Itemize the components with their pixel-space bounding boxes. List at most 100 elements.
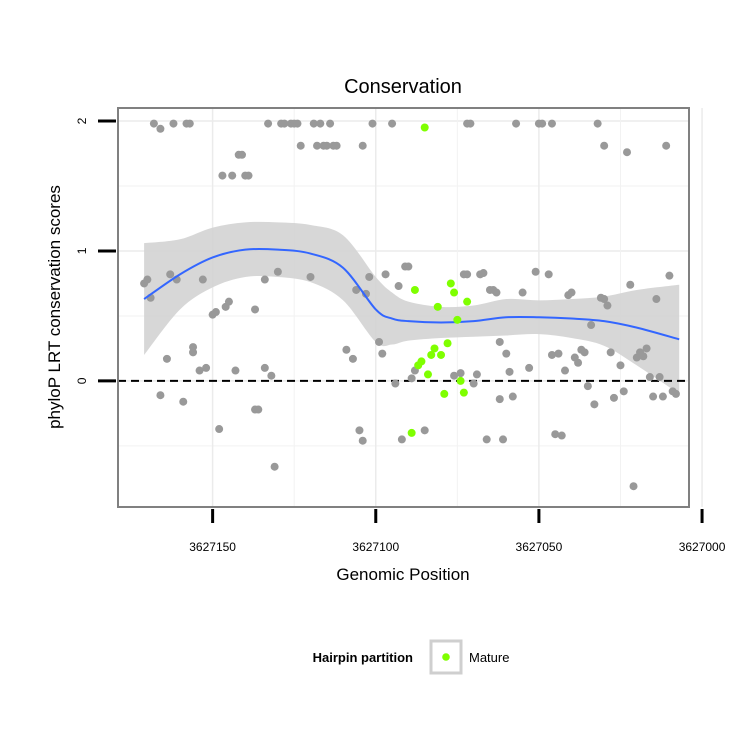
point-other-56 — [352, 285, 361, 294]
point-other-6 — [162, 354, 171, 363]
point-other-125 — [619, 387, 628, 396]
legend: Hairpin partition Mature — [313, 639, 509, 675]
scatter-points-mature — [407, 123, 472, 437]
point-other-8 — [169, 119, 178, 128]
point-other-53 — [332, 141, 341, 150]
point-other-61 — [365, 272, 374, 281]
point-other-33 — [260, 275, 269, 284]
point-other-81 — [469, 379, 478, 388]
point-other-67 — [391, 379, 400, 388]
point-mature-6 — [427, 350, 436, 359]
point-other-57 — [355, 426, 364, 435]
point-other-132 — [642, 344, 651, 353]
scatter-points-other — [140, 119, 680, 491]
point-other-102 — [547, 119, 556, 128]
confidence-band-area — [144, 221, 680, 394]
x-axis-title: Genomic Position — [336, 565, 469, 584]
point-other-124 — [616, 361, 625, 370]
point-other-123 — [609, 393, 618, 402]
point-other-76 — [456, 369, 465, 378]
point-mature-4 — [420, 123, 429, 132]
point-other-66 — [388, 119, 397, 128]
point-other-126 — [623, 148, 632, 157]
point-other-54 — [342, 345, 351, 354]
point-other-119 — [600, 295, 609, 304]
point-mature-13 — [450, 288, 459, 297]
legend-label-mature: Mature — [469, 650, 509, 665]
y-axis-title: phyloP LRT conservation scores — [45, 185, 64, 429]
point-other-95 — [512, 119, 521, 128]
point-other-32 — [254, 405, 263, 414]
point-mature-12 — [446, 279, 455, 288]
x-tick-label-2: 3627050 — [516, 540, 563, 554]
point-other-44 — [296, 141, 305, 150]
point-other-94 — [508, 392, 517, 401]
point-other-14 — [189, 343, 198, 352]
point-other-48 — [316, 119, 325, 128]
point-other-15 — [195, 366, 204, 375]
point-other-72 — [407, 374, 416, 383]
y-tick-label-0: 0 — [75, 377, 89, 384]
point-mature-17 — [463, 297, 472, 306]
point-other-122 — [606, 348, 615, 357]
x-tick-label-3: 3627000 — [679, 540, 726, 554]
point-mature-8 — [433, 302, 442, 311]
point-other-84 — [479, 269, 488, 278]
point-other-116 — [590, 400, 599, 409]
point-other-55 — [348, 354, 357, 363]
point-other-106 — [557, 431, 566, 440]
point-other-138 — [662, 141, 671, 150]
point-other-4 — [156, 124, 165, 133]
point-other-63 — [375, 337, 384, 346]
point-other-20 — [215, 425, 224, 434]
point-other-91 — [499, 435, 508, 444]
point-other-5 — [156, 391, 165, 400]
point-other-69 — [397, 435, 406, 444]
plot-border — [117, 107, 690, 508]
point-other-131 — [639, 352, 648, 361]
point-other-58 — [358, 436, 367, 445]
legend-title: Hairpin partition — [313, 650, 413, 665]
point-mature-9 — [437, 350, 446, 359]
point-mature-3 — [417, 357, 426, 366]
point-other-128 — [629, 482, 638, 491]
point-mature-11 — [443, 339, 452, 348]
point-other-89 — [495, 337, 504, 346]
point-other-10 — [179, 397, 188, 406]
point-other-117 — [593, 119, 602, 128]
point-other-139 — [665, 271, 674, 280]
x-tick-label-1: 3627100 — [352, 540, 399, 554]
point-other-127 — [626, 280, 635, 289]
point-other-1 — [143, 275, 152, 284]
point-other-36 — [267, 371, 276, 380]
point-other-45 — [306, 272, 315, 281]
point-other-37 — [270, 462, 279, 471]
point-other-113 — [580, 348, 589, 357]
point-other-34 — [260, 363, 269, 372]
point-other-51 — [326, 119, 335, 128]
point-other-114 — [583, 382, 592, 391]
point-other-133 — [645, 373, 654, 382]
point-mature-16 — [459, 388, 468, 397]
point-other-47 — [313, 141, 322, 150]
point-other-7 — [166, 270, 175, 279]
point-other-64 — [378, 349, 387, 358]
point-other-16 — [198, 275, 207, 284]
smooth-fit-line — [143, 247, 680, 341]
point-mature-0 — [407, 428, 416, 437]
point-other-3 — [149, 119, 158, 128]
point-other-65 — [381, 270, 390, 279]
x-tick-label-0: 3627150 — [189, 540, 236, 554]
point-other-29 — [244, 171, 253, 180]
point-other-115 — [587, 321, 596, 330]
point-other-68 — [394, 282, 403, 291]
point-other-59 — [358, 141, 367, 150]
point-other-25 — [231, 366, 240, 375]
point-other-12 — [185, 119, 194, 128]
point-other-23 — [224, 297, 233, 306]
point-other-71 — [404, 262, 413, 271]
point-other-105 — [554, 349, 563, 358]
point-other-24 — [228, 171, 237, 180]
point-other-27 — [237, 150, 246, 159]
point-other-35 — [264, 119, 273, 128]
